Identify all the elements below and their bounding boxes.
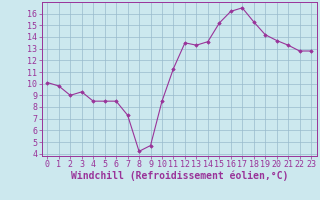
X-axis label: Windchill (Refroidissement éolien,°C): Windchill (Refroidissement éolien,°C)	[70, 171, 288, 181]
